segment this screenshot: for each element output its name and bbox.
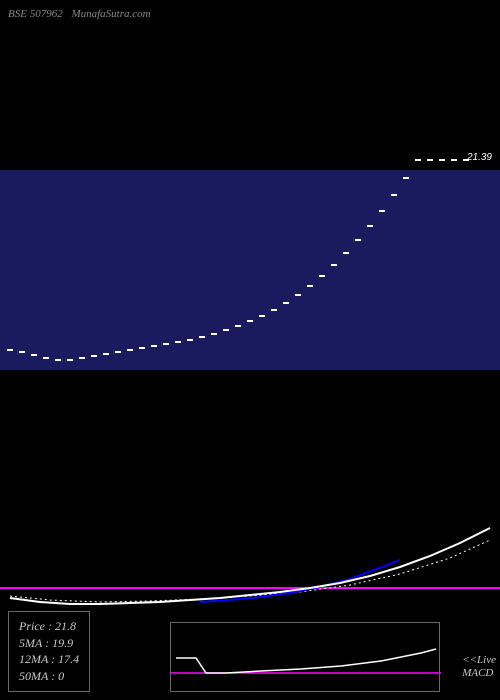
live-text: <<Live bbox=[462, 654, 496, 667]
price-value: : 21.8 bbox=[48, 619, 76, 633]
ma50-row: 50MA : 0 bbox=[19, 668, 79, 685]
chart-header: BSE 507962 MunafaSutra.com bbox=[8, 8, 151, 20]
price-info-box: Price : 21.8 5MA : 19.9 12MA : 17.4 50MA… bbox=[8, 611, 90, 692]
lower-chart-svg bbox=[0, 480, 500, 620]
ticker-symbol: BSE 507962 bbox=[8, 8, 63, 20]
live-macd-label: <<Live MACD bbox=[462, 654, 496, 680]
site-name: MunafaSutra.com bbox=[71, 8, 150, 20]
ma-indicator-chart bbox=[0, 480, 500, 620]
svg-text:21.39: 21.39 bbox=[466, 152, 492, 163]
ma12-row: 12MA : 17.4 bbox=[19, 651, 79, 668]
main-price-chart: 21.39 bbox=[0, 30, 500, 460]
price-label: Price bbox=[19, 619, 45, 633]
inset-chart-svg bbox=[171, 623, 441, 693]
macd-text: MACD bbox=[462, 667, 496, 680]
main-chart-svg: 21.39 bbox=[0, 30, 500, 460]
price-row: Price : 21.8 bbox=[19, 618, 79, 635]
macd-inset-chart bbox=[170, 622, 440, 692]
ma5-row: 5MA : 19.9 bbox=[19, 635, 79, 652]
